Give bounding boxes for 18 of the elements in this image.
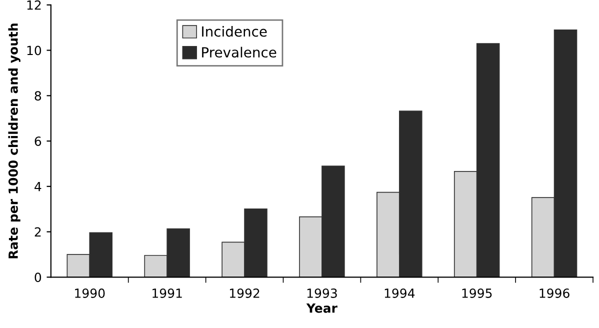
y-tick-label: 2 xyxy=(34,227,41,237)
legend-label: Prevalence xyxy=(202,46,276,58)
y-axis-title: Rate per 1000 children and youth xyxy=(8,24,20,258)
x-tick-label: 1991 xyxy=(152,288,182,298)
x-tick-label: 1992 xyxy=(230,288,260,298)
x-tick-label: 1993 xyxy=(307,288,337,298)
y-tick-label: 0 xyxy=(34,272,42,282)
x-tick-label: 1995 xyxy=(462,288,492,298)
y-tick-label: 6 xyxy=(34,136,42,146)
x-axis-title: Year xyxy=(306,304,338,313)
y-tick-label: 12 xyxy=(27,0,41,10)
y-tick-label: 4 xyxy=(34,182,42,192)
x-tick-label: 1990 xyxy=(75,288,105,298)
x-tick-label: 1996 xyxy=(540,288,570,298)
y-tick-label: 8 xyxy=(34,91,42,101)
x-tick-label: 1994 xyxy=(384,288,415,298)
legend-label: Incidence xyxy=(202,26,267,37)
y-tick-label: 10 xyxy=(27,46,42,56)
